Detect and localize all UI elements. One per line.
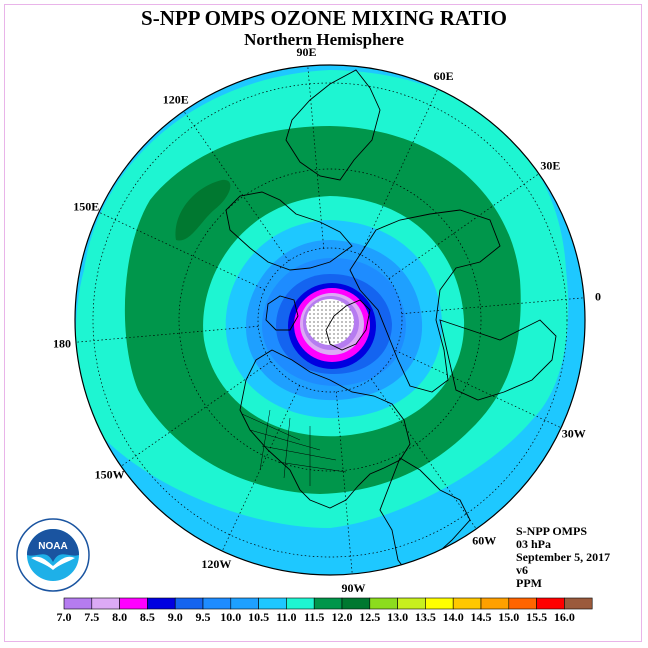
meridian-line bbox=[395, 350, 562, 429]
longitude-label: 60E bbox=[434, 69, 454, 83]
logo-bird bbox=[31, 556, 75, 570]
colorbar-box bbox=[480, 597, 510, 610]
colorbar-tick-label: 13.5 bbox=[415, 610, 436, 622]
colorbar-tick-label: 10.0 bbox=[220, 610, 241, 622]
meridian-line bbox=[335, 391, 353, 575]
ozone-field bbox=[75, 65, 585, 575]
colorbar-tick-label: 13.0 bbox=[387, 610, 408, 622]
meridian-line bbox=[360, 88, 439, 255]
longitude-label: 150W bbox=[95, 467, 125, 481]
info-block: S-NPP OMPS 03 hPa September 5, 2017 v6 P… bbox=[516, 525, 610, 590]
info-line: 03 hPa bbox=[516, 537, 552, 551]
logo-text: NOAA bbox=[38, 541, 67, 552]
meridian-line bbox=[221, 385, 300, 552]
colorbar-box bbox=[147, 597, 176, 610]
longitude-label: 150E bbox=[73, 199, 99, 213]
colorbar-tick-label: 11.0 bbox=[276, 610, 296, 622]
colorbar-box bbox=[119, 597, 148, 610]
colorbar-box bbox=[286, 597, 315, 610]
meridian-line bbox=[120, 361, 272, 467]
longitude-label: 180 bbox=[53, 336, 71, 350]
colorbar-tick-label: 8.0 bbox=[112, 610, 127, 622]
colorbar-box bbox=[425, 597, 454, 610]
colorbar-box bbox=[230, 597, 259, 610]
colorbar-tick-label: 9.0 bbox=[168, 610, 183, 622]
colorbar-box bbox=[258, 597, 287, 610]
colorbar-tick-label: 8.5 bbox=[140, 610, 155, 622]
chart-title: S-NPP OMPS OZONE MIXING RATIO bbox=[141, 6, 507, 30]
meridian-line bbox=[307, 65, 325, 249]
colorbar-box bbox=[397, 597, 426, 610]
colorbar-tick-label: 11.5 bbox=[304, 610, 324, 622]
colorbar-box bbox=[508, 597, 537, 610]
colorbar-tick-label: 16.0 bbox=[554, 610, 575, 622]
colorbar-box bbox=[564, 597, 593, 610]
colorbar-tick-label: 15.0 bbox=[498, 610, 519, 622]
colorbar-tick-label: 15.5 bbox=[526, 610, 547, 622]
colorbar-box bbox=[341, 597, 371, 610]
meridian-line bbox=[98, 211, 265, 290]
colorbar-tick-label: 12.5 bbox=[359, 610, 380, 622]
longitude-label: 120W bbox=[201, 557, 231, 571]
colorbar-box bbox=[313, 597, 343, 610]
colorbar-tick-label: 9.5 bbox=[196, 610, 211, 622]
meridian-line bbox=[371, 378, 477, 530]
info-line: September 5, 2017 bbox=[516, 550, 611, 564]
longitude-label: 60W bbox=[472, 533, 496, 547]
colorbar-tick-label: 10.5 bbox=[248, 610, 269, 622]
info-line: PPM bbox=[516, 576, 542, 590]
colorbar-tick-label: 14.5 bbox=[471, 610, 492, 622]
colorbar-tick-label: 14.0 bbox=[443, 610, 464, 622]
latitude-grid bbox=[92, 82, 568, 558]
logo-upper bbox=[27, 529, 79, 562]
longitude-label: 90W bbox=[341, 581, 365, 595]
polar-no-data bbox=[306, 299, 354, 345]
longitude-label: 120E bbox=[163, 93, 189, 107]
band-12-0 bbox=[175, 179, 231, 241]
meridian-line bbox=[75, 325, 259, 343]
meridian-line bbox=[401, 297, 585, 315]
longitude-label: 30W bbox=[562, 427, 586, 441]
info-line: S-NPP OMPS bbox=[516, 524, 587, 538]
colorbar-box bbox=[536, 597, 565, 610]
chart-frame bbox=[4, 4, 642, 642]
noaa-logo: NOAA bbox=[16, 518, 90, 592]
state-borders bbox=[241, 409, 347, 486]
colorbar-box bbox=[63, 597, 93, 610]
colorbar-tick-label: 7.5 bbox=[84, 610, 99, 622]
colorbar-tick-label: 12.0 bbox=[332, 610, 353, 622]
colorbar-box bbox=[369, 597, 398, 610]
longitude-label: 30E bbox=[540, 159, 560, 173]
colorbar: 7.0 7.5 8.0 8.5 9.0 9.5 10.0 10.5 11.0 11.5 12.0 12… bbox=[57, 597, 593, 622]
longitude-grid bbox=[75, 65, 585, 575]
longitude-labels: 90E 60E 30E 0 30W 60W 90W 120W 150W 180 150E 120E bbox=[53, 45, 601, 595]
chart-subtitle: Northern Hemisphere bbox=[244, 30, 404, 49]
meridian-line bbox=[388, 173, 540, 279]
meridian-line bbox=[183, 110, 289, 262]
info-line: v6 bbox=[516, 563, 528, 577]
longitude-label: 0 bbox=[595, 290, 601, 304]
colorbar-box bbox=[452, 597, 482, 610]
colorbar-tick-label: 7.0 bbox=[57, 610, 72, 622]
map-boundary bbox=[74, 64, 586, 576]
colorbar-box bbox=[202, 597, 232, 610]
longitude-label: 90E bbox=[297, 45, 317, 59]
coastlines bbox=[225, 69, 557, 575]
colorbar-box bbox=[174, 597, 204, 610]
colorbar-box bbox=[91, 597, 120, 610]
